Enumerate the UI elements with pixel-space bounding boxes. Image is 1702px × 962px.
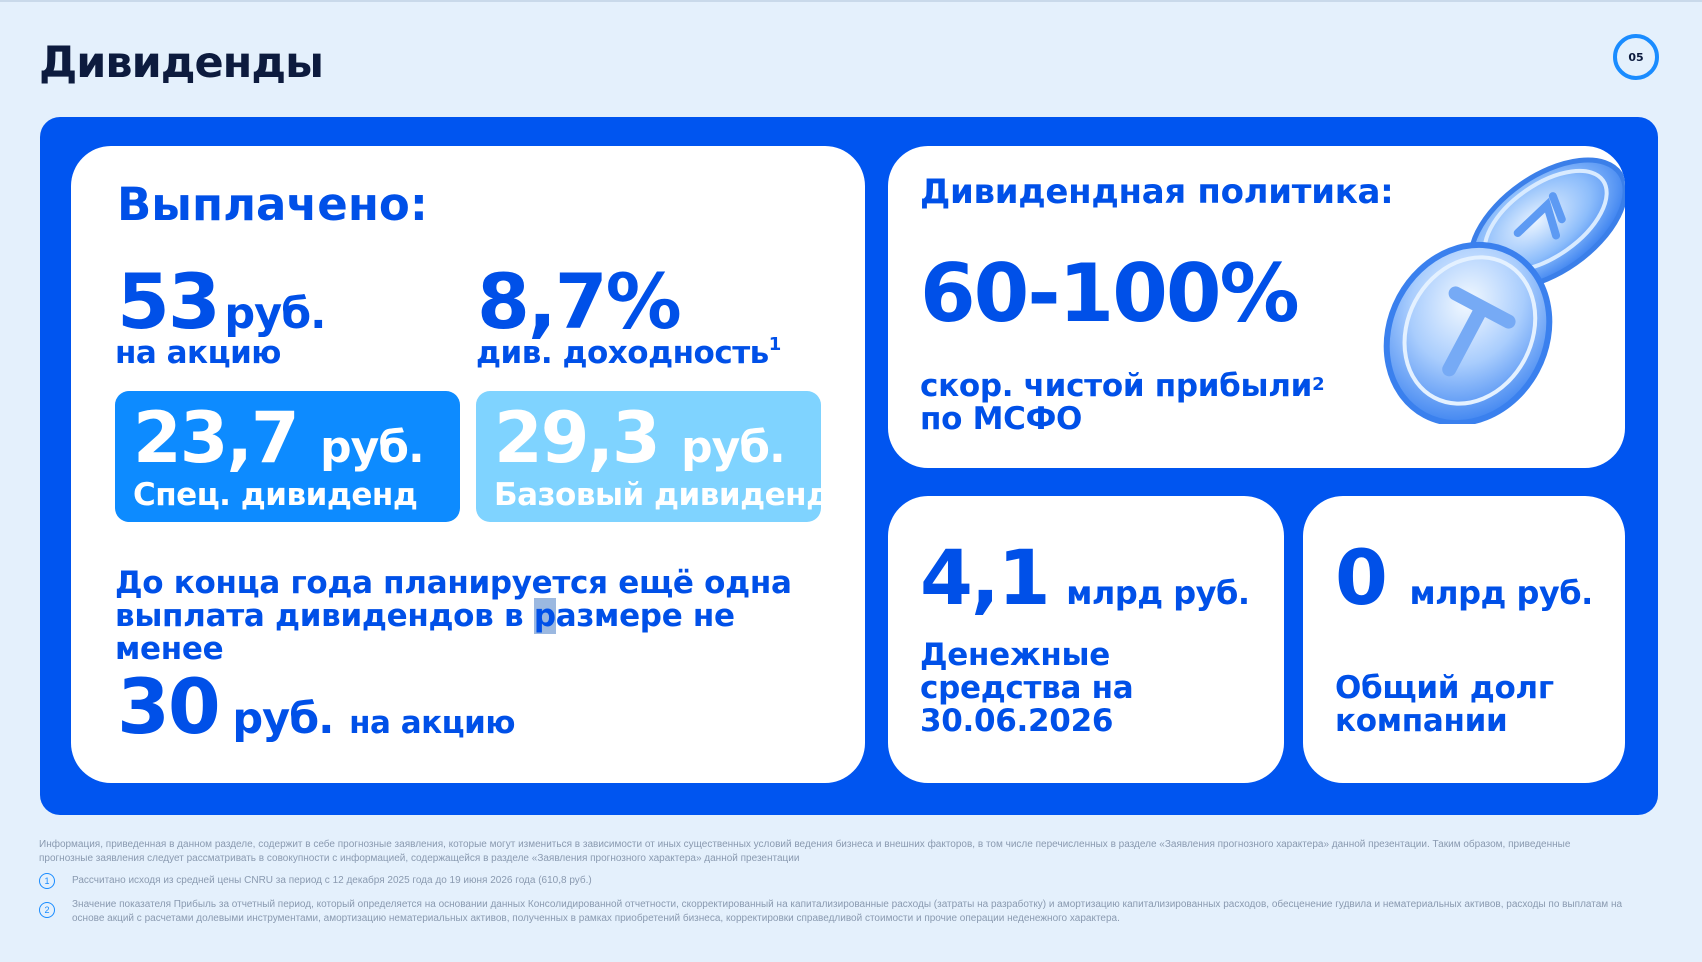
yield-label: див. доходность [476,335,769,371]
per-share-value: 53 [117,257,221,346]
cash-label: Денежные средства на 30.06.2026 [920,637,1134,739]
yield-value: 8,7% [477,257,682,346]
debt-card: 0 млрд руб. Общий долг компании [1303,496,1625,783]
special-dividend-label: Спец. дивиденд [133,477,418,513]
per-share-label: на акцию [115,335,281,371]
cash-value: 4,1 [920,533,1051,622]
planned-label: на акцию [349,705,516,741]
special-dividend-value: 23,7 [133,397,300,479]
paid-title: Выплачено: [117,178,428,231]
debt-unit: млрд руб. [1409,574,1593,612]
per-share-unit: руб. [224,289,326,339]
special-dividend-amount: 23,7 руб. [133,403,425,473]
per-share-block: 53 руб. [117,264,327,340]
policy-card: Дивидендная политика: 60-100% скор. чист… [888,146,1625,468]
base-dividend-unit: руб. [681,422,786,473]
cash-card: 4,1 млрд руб. Денежные средства на 30.06… [888,496,1284,783]
page-title: Дивиденды [39,38,324,88]
debt-label: Общий долг компании [1335,670,1554,739]
policy-range: 60-100% [920,247,1300,340]
special-dividend-unit: руб. [320,422,425,473]
footnote-1-text: Рассчитано исходя из средней цены CNRU з… [72,875,592,886]
coins-illustration [1383,157,1625,424]
plan-text-before: До конца года планируется ещё одна выпла… [115,565,792,634]
top-divider [0,0,1702,2]
disclaimer-text: Информация, приведенная в данном разделе… [39,839,1571,864]
planned-value: 30 [117,662,221,751]
yield-label-block: див. доходность1 [476,335,781,371]
plan-text-after: азмере не менее [115,598,735,667]
cash-unit: млрд руб. [1066,574,1250,612]
text-cursor-selection: р [533,598,556,634]
planned-amount-block: 30 руб. на акцию [117,669,516,745]
policy-subtitle: скор. чистой прибыли2 по МСФО [920,368,1325,437]
footnote-2-text: Значение показателя Прибыль за отчетный … [72,899,1623,924]
cash-amount-block: 4,1 млрд руб. [920,540,1250,616]
content-panel: Выплачено: 53 руб. на акцию 8,7% див. до… [40,117,1658,815]
footnote-marker-1: 1 [768,334,782,355]
policy-sub-line2: по МСФО [920,401,1083,437]
planned-unit: руб. [232,694,334,744]
base-dividend-label: Базовый дивиденд [494,477,831,513]
footnote-marker-2: 2 [1312,374,1325,395]
paid-card: Выплачено: 53 руб. на акцию 8,7% див. до… [71,146,865,783]
debt-value: 0 [1335,533,1388,622]
policy-sub-line1: скор. чистой прибыли [920,368,1313,404]
base-dividend-tile: 29,3 руб. Базовый дивиденд [476,391,831,522]
footnote-2-number: 2 [39,902,55,918]
page-number-badge: 05 [1613,34,1659,80]
debt-amount-block: 0 млрд руб. [1335,540,1593,616]
base-dividend-value: 29,3 [494,397,661,479]
special-dividend-tile: 23,7 руб. Спец. дивиденд [115,391,460,522]
base-dividend-amount: 29,3 руб. [494,403,786,473]
planned-payment-text: До конца года планируется ещё одна выпла… [115,567,835,666]
policy-title: Дивидендная политика: [920,172,1394,212]
footnote-1-number: 1 [39,873,55,889]
